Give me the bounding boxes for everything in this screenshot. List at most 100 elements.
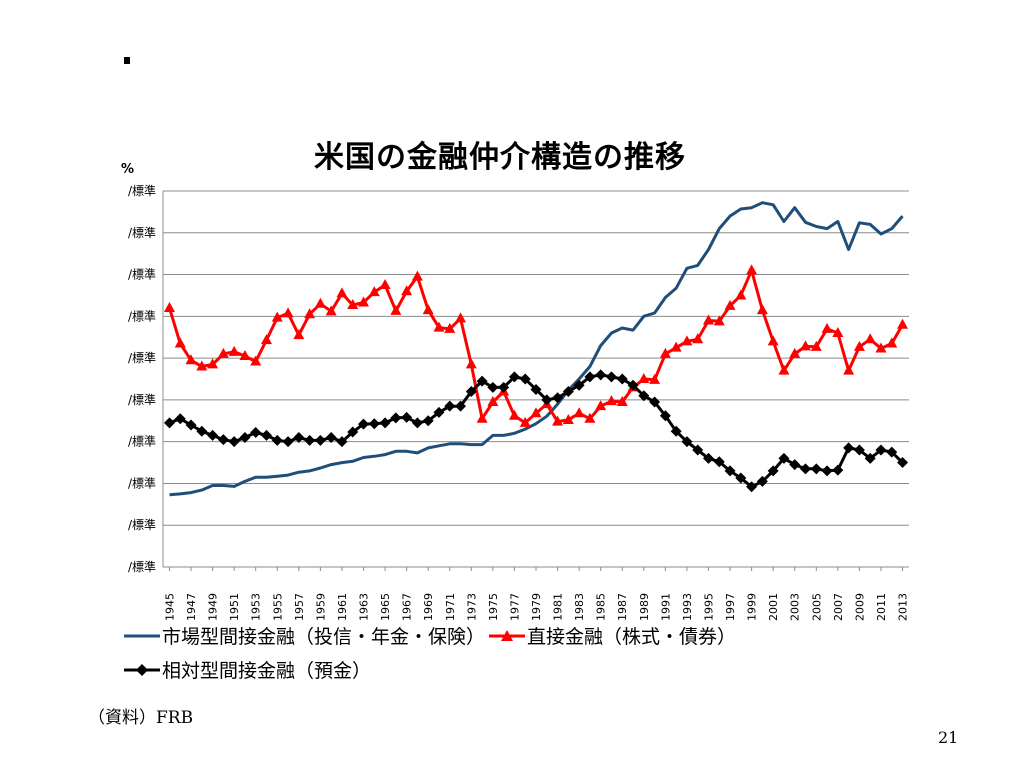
x-tick-label: 1957 bbox=[293, 593, 306, 621]
triangle-marker bbox=[659, 347, 671, 358]
triangle-marker bbox=[638, 373, 650, 383]
legend-diamond-icon bbox=[124, 663, 160, 676]
x-tick-label: 2003 bbox=[789, 593, 802, 621]
diamond-marker bbox=[573, 379, 585, 391]
triangle-marker bbox=[616, 395, 628, 406]
diamond-marker bbox=[875, 444, 887, 456]
triangle-marker bbox=[756, 304, 768, 315]
y-tick-label: /標準 bbox=[128, 517, 156, 532]
legend-row-2: 相対型間接金融（預金） bbox=[124, 656, 375, 683]
diamond-marker bbox=[864, 452, 876, 464]
x-tick-label: 2013 bbox=[897, 593, 910, 621]
diamond-marker bbox=[541, 394, 553, 406]
triangle-marker bbox=[271, 311, 283, 322]
triangle-marker bbox=[562, 413, 574, 424]
diamond-marker bbox=[174, 413, 186, 425]
diamond-marker bbox=[886, 446, 898, 458]
x-tick-label: 1993 bbox=[681, 593, 694, 621]
y-tick-label: /標準 bbox=[128, 434, 156, 449]
y-tick-label: /標準 bbox=[128, 392, 156, 407]
legend-label-market: 市場型間接金融（投信・年金・保険） bbox=[162, 626, 486, 648]
diamond-marker bbox=[444, 400, 456, 412]
diamond-marker bbox=[304, 434, 316, 446]
diamond-marker bbox=[508, 371, 520, 383]
triangle-marker bbox=[735, 289, 747, 300]
diamond-marker bbox=[552, 392, 564, 404]
diamond-marker bbox=[433, 406, 445, 418]
triangle-marker bbox=[185, 354, 197, 365]
triangle-marker bbox=[853, 340, 865, 351]
diamond-marker bbox=[616, 373, 628, 385]
triangle-marker bbox=[605, 395, 617, 406]
x-tick-label: 1963 bbox=[358, 593, 371, 621]
triangle-marker bbox=[163, 301, 175, 312]
triangle-marker bbox=[476, 412, 488, 423]
y-tick-label: /標準 bbox=[128, 308, 156, 323]
y-tick-label: /標準 bbox=[128, 267, 156, 282]
triangle-marker bbox=[670, 341, 682, 352]
diamond-marker bbox=[605, 371, 617, 383]
x-tick-label: 1959 bbox=[314, 593, 327, 621]
x-tick-label: 1953 bbox=[250, 593, 263, 621]
x-tick-label: 2001 bbox=[767, 593, 780, 621]
diamond-marker bbox=[358, 418, 370, 430]
triangle-marker bbox=[649, 373, 661, 384]
legend-item-deposit: 相対型間接金融（預金） bbox=[124, 656, 371, 683]
x-tick-label: 1969 bbox=[422, 593, 435, 621]
triangle-marker bbox=[250, 355, 262, 366]
x-tick-label: 1955 bbox=[271, 593, 284, 621]
triangle-marker bbox=[713, 315, 725, 326]
x-tick-label: 2007 bbox=[832, 593, 845, 621]
y-tick-label: /標準 bbox=[128, 559, 156, 574]
source-note: （資料）FRB bbox=[88, 708, 194, 728]
diamond-marker bbox=[163, 417, 175, 429]
gridlines bbox=[162, 190, 909, 568]
triangle-marker bbox=[465, 358, 477, 369]
triangle-marker bbox=[810, 340, 822, 351]
triangle-marker bbox=[444, 322, 456, 333]
x-tick-label: 1961 bbox=[336, 593, 349, 621]
diamond-marker bbox=[649, 396, 661, 408]
diamond-marker bbox=[897, 457, 909, 469]
x-tick-label: 1981 bbox=[552, 593, 565, 621]
diamond-marker bbox=[562, 386, 574, 398]
diamond-marker bbox=[724, 465, 736, 477]
triangle-marker bbox=[552, 415, 564, 426]
diamond-marker bbox=[810, 463, 822, 475]
x-tick-label: 1995 bbox=[702, 593, 715, 621]
diamond-marker bbox=[271, 434, 283, 446]
triangle-marker bbox=[767, 335, 779, 346]
chart-title: 米国の金融仲介構造の推移 bbox=[314, 140, 686, 175]
triangle-marker bbox=[778, 364, 790, 375]
diamond-marker bbox=[282, 436, 294, 448]
diamond-marker bbox=[713, 456, 725, 468]
x-tick-label: 1967 bbox=[401, 593, 414, 621]
x-tick-label: 1991 bbox=[659, 593, 672, 621]
triangle-marker bbox=[379, 279, 391, 289]
x-tick-label: 2005 bbox=[810, 593, 823, 621]
triangle-marker bbox=[207, 358, 219, 369]
x-tick-label: 1949 bbox=[207, 593, 220, 621]
diamond-marker bbox=[595, 369, 607, 381]
y-tick-label: /標準 bbox=[128, 225, 156, 240]
diamond-marker bbox=[498, 381, 510, 393]
diamond-marker bbox=[638, 390, 650, 402]
diamond-marker bbox=[314, 434, 326, 446]
triangle-marker bbox=[368, 286, 380, 297]
triangle-marker bbox=[789, 347, 801, 358]
triangle-marker bbox=[746, 264, 758, 275]
y-tick-label: /標準 bbox=[128, 183, 156, 198]
x-tick-label: 1999 bbox=[746, 593, 759, 621]
series-layer bbox=[163, 201, 909, 497]
triangle-marker bbox=[433, 321, 445, 332]
triangle-marker bbox=[832, 327, 844, 338]
diamond-marker bbox=[821, 465, 833, 477]
triangle-marker bbox=[390, 304, 402, 315]
diamond-marker bbox=[379, 417, 391, 429]
y-tick-label: /標準 bbox=[128, 475, 156, 490]
diamond-marker bbox=[196, 425, 208, 437]
triangle-marker bbox=[584, 412, 596, 423]
triangle-marker bbox=[174, 337, 186, 348]
legend-item-direct: 直接金融（株式・債券） bbox=[489, 622, 736, 649]
diamond-marker bbox=[476, 375, 488, 387]
